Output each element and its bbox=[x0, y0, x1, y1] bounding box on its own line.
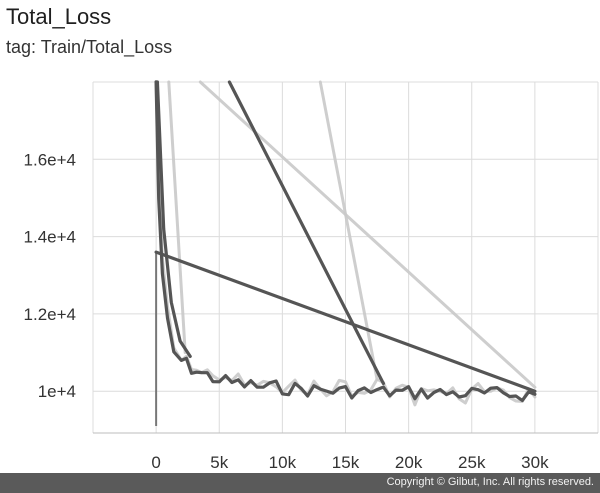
raw-series-line bbox=[167, 80, 187, 355]
raw-series-line bbox=[154, 80, 537, 407]
chart-title: Total_Loss bbox=[6, 4, 112, 29]
y-tick-label: 1.6e+4 bbox=[24, 150, 76, 169]
smoothed-series-line bbox=[154, 250, 537, 393]
smoothed-series-line bbox=[227, 80, 385, 386]
x-tick-label: 10k bbox=[269, 453, 297, 470]
y-tick-label: 1.2e+4 bbox=[24, 305, 76, 324]
x-tick-label: 25k bbox=[458, 453, 486, 470]
copyright-text: Copyright © Gilbut, Inc. All rights rese… bbox=[386, 476, 594, 488]
footer-bar: Copyright © Gilbut, Inc. All rights rese… bbox=[0, 473, 600, 493]
smoothed-series-line bbox=[154, 80, 537, 403]
raw-series bbox=[154, 80, 537, 407]
x-tick-label: 5k bbox=[210, 453, 228, 470]
chart-tag: tag: Train/Total_Loss bbox=[6, 37, 173, 57]
x-tick-label: 0 bbox=[151, 453, 160, 470]
x-tick-label: 20k bbox=[395, 453, 423, 470]
y-tick-label: 1e+4 bbox=[38, 382, 76, 401]
tick-labels: 0 5k 10k 15k 20k 25k 30k 1e+4 1.2e+4 1.4e+4 1.6e+4 bbox=[24, 150, 550, 470]
y-tick-label: 1.4e+4 bbox=[24, 228, 76, 247]
smoothed-series bbox=[154, 80, 537, 426]
grid bbox=[92, 81, 599, 434]
x-tick-label: 15k bbox=[332, 453, 360, 470]
smoothed-series-line bbox=[155, 80, 192, 358]
x-tick-label: 30k bbox=[521, 453, 549, 470]
loss-chart: 0 5k 10k 15k 20k 25k 30k 1e+4 1.2e+4 1.4e+4 1.6e+4 bbox=[24, 80, 599, 470]
raw-series-line bbox=[198, 80, 537, 389]
raw-series-line bbox=[318, 80, 379, 382]
